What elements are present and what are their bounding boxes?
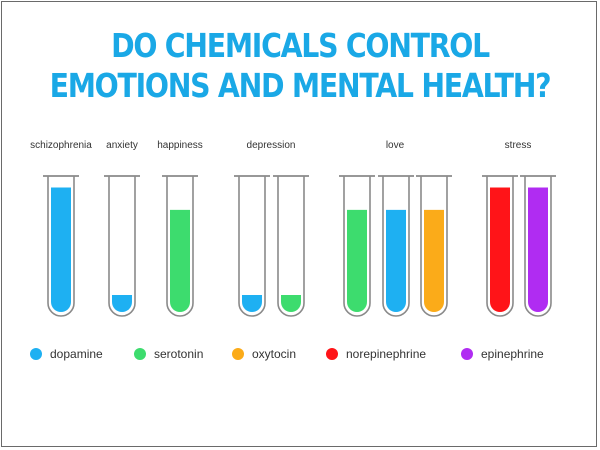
legend-item-norepinephrine: norepinephrine bbox=[326, 346, 426, 362]
liquid-serotonin bbox=[281, 294, 301, 312]
legend-label-epinephrine: epinephrine bbox=[481, 347, 544, 361]
tube-glass bbox=[343, 176, 371, 317]
page-title: DO CHEMICALS CONTROL EMOTIONS AND MENTAL… bbox=[42, 26, 558, 106]
liquid-epinephrine bbox=[528, 187, 548, 312]
tube-glass bbox=[238, 176, 266, 317]
legend-item-epinephrine: epinephrine bbox=[461, 346, 544, 362]
liquid-dopamine bbox=[386, 209, 406, 312]
legend-swatch-oxytocin bbox=[232, 348, 244, 360]
liquid-serotonin bbox=[170, 209, 190, 312]
group-label-happiness: happiness bbox=[157, 140, 203, 151]
legend-label-dopamine: dopamine bbox=[50, 347, 103, 361]
legend-swatch-serotonin bbox=[134, 348, 146, 360]
tube-glass bbox=[420, 176, 448, 317]
group-label-schizophrenia: schizophrenia bbox=[30, 140, 92, 151]
liquid-norepinephrine bbox=[490, 187, 510, 312]
tube-glass bbox=[524, 176, 552, 317]
test-tube-love-oxytocin bbox=[416, 175, 452, 317]
group-label-stress: stress bbox=[504, 140, 532, 151]
group-label-anxiety: anxiety bbox=[106, 140, 138, 151]
tube-glass bbox=[277, 176, 305, 317]
tube-glass bbox=[382, 176, 410, 317]
legend-item-serotonin: serotonin bbox=[134, 346, 203, 362]
title-line-1: DO CHEMICALS CONTROL bbox=[111, 26, 490, 65]
test-tube-love-dopamine bbox=[378, 175, 414, 317]
liquid-dopamine bbox=[51, 187, 71, 312]
tube-glass bbox=[108, 176, 136, 317]
legend-label-oxytocin: oxytocin bbox=[252, 347, 297, 361]
test-tube-love-serotonin bbox=[339, 175, 375, 317]
legend-item-oxytocin: oxytocin bbox=[232, 346, 296, 362]
test-tube-anxiety-dopamine bbox=[104, 175, 140, 317]
test-tube-schizophrenia-dopamine bbox=[43, 175, 79, 317]
legend-label-norepinephrine: norepinephrine bbox=[346, 347, 427, 361]
group-label-love: love bbox=[385, 140, 405, 151]
test-tube-stress-epinephrine bbox=[520, 175, 556, 317]
title-line-2: EMOTIONS AND MENTAL HEALTH? bbox=[49, 66, 552, 105]
test-tube-depression-serotonin bbox=[273, 175, 309, 317]
tube-glass bbox=[47, 176, 75, 317]
tube-glass bbox=[486, 176, 514, 317]
test-tube-happiness-serotonin bbox=[162, 175, 198, 317]
legend-swatch-epinephrine bbox=[461, 348, 473, 360]
liquid-serotonin bbox=[347, 209, 367, 312]
legend-label-serotonin: serotonin bbox=[154, 347, 204, 361]
test-tube-stress-norepinephrine bbox=[482, 175, 518, 317]
liquid-oxytocin bbox=[424, 209, 444, 312]
tube-glass bbox=[166, 176, 194, 317]
group-label-depression: depression bbox=[246, 140, 296, 151]
legend-swatch-dopamine bbox=[30, 348, 42, 360]
legend-swatch-norepinephrine bbox=[326, 348, 338, 360]
legend-item-dopamine: dopamine bbox=[30, 346, 103, 362]
test-tube-depression-dopamine bbox=[234, 175, 270, 317]
liquid-dopamine bbox=[112, 294, 132, 312]
liquid-dopamine bbox=[242, 294, 262, 312]
